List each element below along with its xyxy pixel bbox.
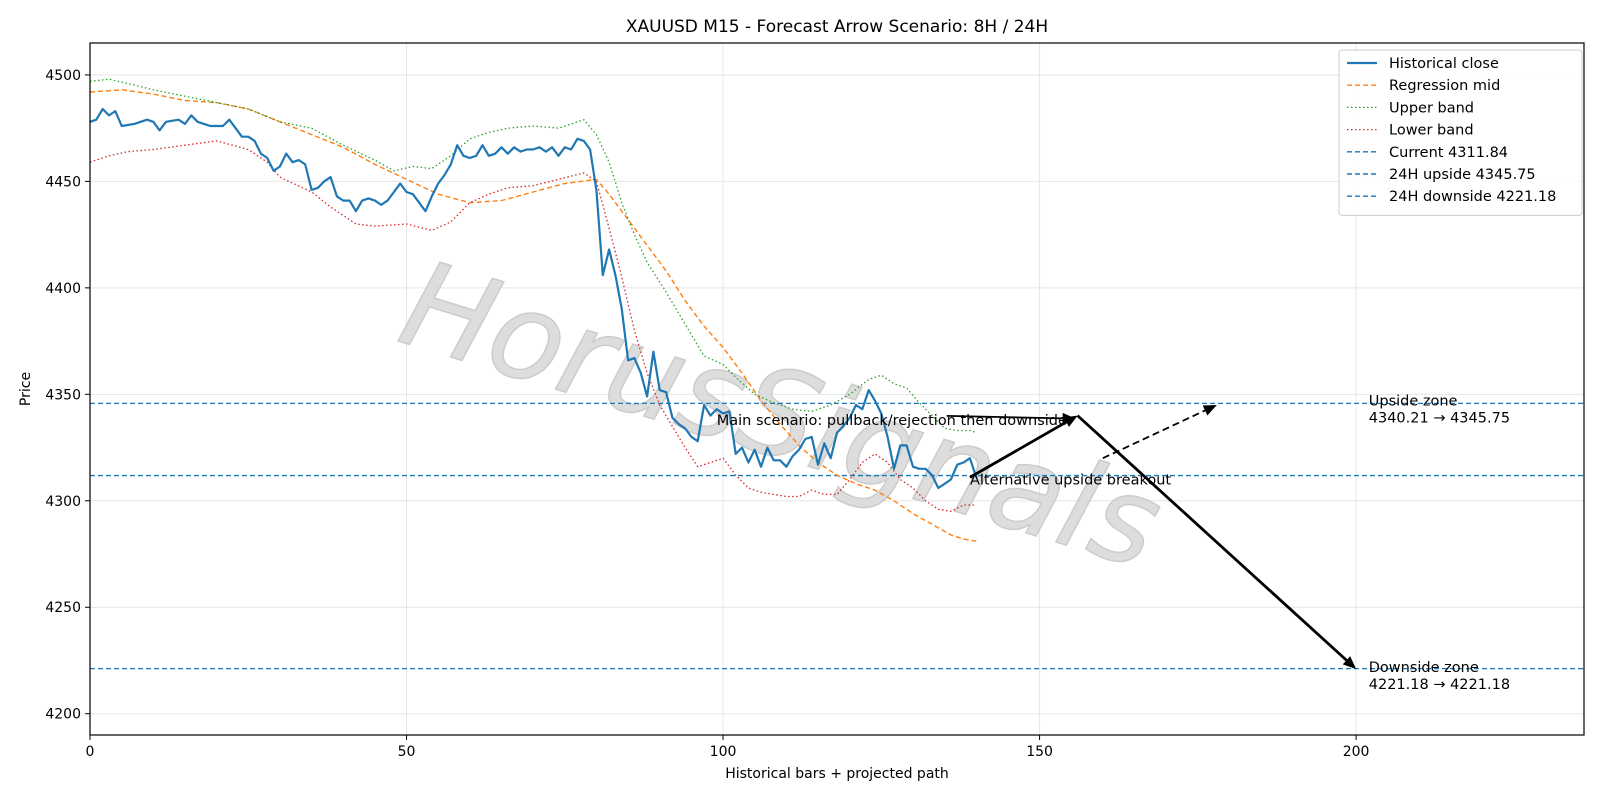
legend-entry: Historical close [1389,56,1499,72]
annotation-arrow [946,414,1063,420]
y-tick-label: 4350 [45,387,81,403]
y-tick-label: 4400 [45,281,81,297]
chart-title: XAUUSD M15 - Forecast Arrow Scenario: 8H… [626,17,1048,37]
x-tick-label: 0 [86,744,95,760]
annotation-arrow-head [1062,412,1076,424]
annotation-6: 4221.18 → 4221.18 [1369,677,1510,693]
annotation-2: Alternative upside breakout [970,472,1171,488]
legend: Historical close Regression mid Upper band… [1338,49,1583,216]
annotation-4: 4340.21 → 4345.75 [1369,411,1510,427]
y-tick-label: 4500 [45,68,81,84]
legend-entry: Upper band [1389,100,1474,116]
x-axis-label: Historical bars + projected path [725,766,949,782]
y-tick-label: 4300 [45,494,81,510]
x-tick-label: 50 [398,744,416,760]
annotation-1: Main scenario: pullback/rejection then d… [717,413,1067,429]
forecast-arrow-2-head [1342,656,1357,669]
legend-entry: 24H downside 4221.18 [1389,189,1556,205]
plot-frame [89,42,1585,736]
forecast-arrow-1 [969,420,1067,479]
y-tick-label: 4200 [45,707,81,723]
forecast-arrows [946,404,1357,669]
legend-entry: Lower band [1389,123,1474,139]
x-axis-ticks: 0 50 100 150 200 [86,735,1370,760]
annotation-3: Upside zone [1369,394,1458,410]
legend-entry: 24H upside 4345.75 [1389,167,1536,183]
x-tick-label: 150 [1026,744,1053,760]
legend-entry: Current 4311.84 [1389,145,1508,161]
x-tick-label: 200 [1343,744,1370,760]
forecast-arrow-2 [1076,414,1348,662]
series-line-historical-close [90,107,978,490]
series-line-lower-band [90,140,977,513]
legend-box [1338,49,1583,216]
forecast-arrow-3 [1102,409,1206,460]
y-axis-ticks: 4200 4250 4300 4350 4400 4450 4500 [45,68,90,723]
y-tick-label: 4250 [45,600,81,616]
plot-background [90,43,1584,735]
x-tick-label: 100 [710,744,737,760]
annotations: Main scenario: pullback/rejection then d… [717,394,1510,693]
y-axis-label: Price [18,372,34,406]
y-tick-label: 4450 [45,174,81,190]
series-line-upper-band [90,78,977,434]
grid [89,43,1584,735]
series-lines [90,78,978,542]
legend-entry: Regression mid [1389,78,1500,94]
forecast-arrow-3-head [1202,404,1217,416]
annotation-5: Downside zone [1369,660,1479,676]
